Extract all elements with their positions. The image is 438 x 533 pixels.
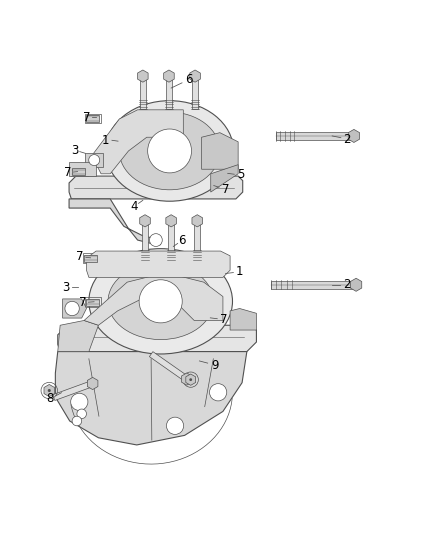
Polygon shape	[44, 384, 55, 397]
Circle shape	[72, 416, 82, 426]
FancyBboxPatch shape	[84, 255, 97, 262]
Text: 4: 4	[131, 200, 138, 213]
Polygon shape	[142, 221, 148, 260]
Circle shape	[89, 155, 100, 166]
Polygon shape	[69, 176, 243, 199]
Circle shape	[149, 233, 162, 246]
Polygon shape	[69, 163, 96, 176]
Circle shape	[77, 409, 86, 418]
FancyBboxPatch shape	[86, 298, 99, 305]
Ellipse shape	[106, 101, 233, 201]
Circle shape	[48, 389, 51, 392]
Polygon shape	[192, 215, 202, 227]
Polygon shape	[58, 325, 256, 352]
Text: 7: 7	[76, 251, 84, 263]
Text: 7: 7	[82, 111, 90, 124]
Text: 1: 1	[102, 134, 110, 147]
Text: 2: 2	[343, 278, 350, 291]
Text: 5: 5	[237, 168, 244, 181]
Polygon shape	[166, 76, 172, 109]
Circle shape	[166, 417, 184, 434]
Polygon shape	[194, 221, 200, 260]
Polygon shape	[69, 199, 160, 245]
Polygon shape	[166, 215, 177, 227]
Text: 8: 8	[46, 392, 54, 405]
Polygon shape	[164, 70, 174, 82]
Ellipse shape	[119, 112, 220, 190]
Ellipse shape	[108, 263, 213, 340]
Polygon shape	[230, 309, 256, 330]
Polygon shape	[350, 278, 362, 292]
Polygon shape	[271, 281, 356, 289]
Polygon shape	[149, 352, 188, 382]
Circle shape	[65, 301, 79, 316]
Polygon shape	[186, 374, 196, 385]
Circle shape	[148, 129, 191, 173]
Text: 7: 7	[219, 313, 227, 326]
Polygon shape	[53, 381, 94, 400]
Polygon shape	[86, 251, 230, 277]
Circle shape	[189, 378, 192, 381]
Circle shape	[139, 280, 182, 323]
Polygon shape	[190, 70, 200, 82]
Text: 3: 3	[62, 281, 70, 294]
Polygon shape	[201, 133, 238, 169]
Polygon shape	[85, 153, 103, 167]
Polygon shape	[55, 352, 247, 445]
Text: 3: 3	[71, 144, 78, 157]
Polygon shape	[63, 299, 86, 318]
Circle shape	[209, 384, 227, 401]
Polygon shape	[58, 320, 99, 352]
Polygon shape	[192, 76, 198, 109]
Text: 6: 6	[185, 73, 192, 86]
Polygon shape	[87, 377, 98, 390]
Text: 1: 1	[236, 265, 244, 278]
Polygon shape	[211, 165, 238, 192]
Polygon shape	[181, 373, 192, 385]
Polygon shape	[84, 272, 223, 325]
Circle shape	[71, 393, 88, 410]
Polygon shape	[92, 110, 184, 174]
Polygon shape	[276, 132, 354, 140]
Polygon shape	[138, 70, 148, 82]
Text: 7: 7	[222, 182, 229, 196]
Text: 2: 2	[343, 133, 350, 146]
FancyBboxPatch shape	[86, 115, 99, 122]
FancyBboxPatch shape	[72, 168, 85, 175]
Polygon shape	[140, 215, 150, 227]
Polygon shape	[168, 221, 174, 260]
Ellipse shape	[89, 249, 233, 354]
Text: 9: 9	[211, 359, 219, 372]
Polygon shape	[348, 130, 360, 142]
Text: 7: 7	[79, 296, 87, 309]
Text: 7: 7	[64, 166, 71, 179]
Text: 6: 6	[178, 234, 185, 247]
Polygon shape	[140, 76, 146, 109]
